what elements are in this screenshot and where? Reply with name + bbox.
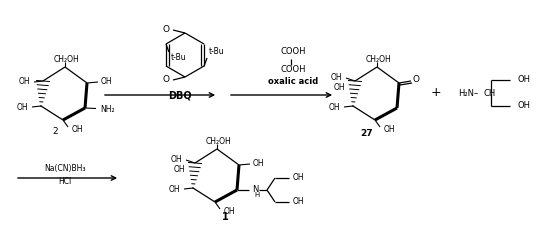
Text: O: O xyxy=(412,76,420,85)
Text: t-Bu: t-Bu xyxy=(171,54,186,63)
Text: DBQ: DBQ xyxy=(168,90,192,100)
Text: OH: OH xyxy=(18,77,30,86)
Text: OH: OH xyxy=(517,76,530,85)
Text: O: O xyxy=(162,76,169,85)
Text: OH: OH xyxy=(16,103,28,112)
Text: +: + xyxy=(431,86,441,100)
Text: N: N xyxy=(252,185,258,195)
Text: oxalic acid: oxalic acid xyxy=(268,76,318,85)
Text: OH: OH xyxy=(328,103,340,112)
Text: OH: OH xyxy=(224,207,235,216)
Text: CH₂OH: CH₂OH xyxy=(205,137,231,146)
Text: OH: OH xyxy=(293,198,305,207)
Text: OH: OH xyxy=(168,185,180,195)
Text: H: H xyxy=(254,192,259,198)
Text: OH: OH xyxy=(101,77,113,86)
Text: HCl: HCl xyxy=(58,176,72,185)
Text: COOH: COOH xyxy=(280,64,306,73)
Text: Na(CN)BH₃: Na(CN)BH₃ xyxy=(44,164,86,173)
Text: OH: OH xyxy=(253,159,265,168)
Text: CH₂OH: CH₂OH xyxy=(365,55,391,64)
Text: OH: OH xyxy=(72,125,84,134)
Text: t-Bu: t-Bu xyxy=(209,48,225,57)
Text: NH₂: NH₂ xyxy=(100,104,114,113)
Text: OH: OH xyxy=(517,101,530,110)
Text: OH: OH xyxy=(333,82,345,91)
Text: 1: 1 xyxy=(222,212,228,222)
Text: 2: 2 xyxy=(52,128,58,137)
Text: COOH: COOH xyxy=(280,48,306,57)
Text: OH: OH xyxy=(170,155,182,164)
Text: 27: 27 xyxy=(361,130,373,139)
Text: O: O xyxy=(162,25,169,34)
Text: OH: OH xyxy=(384,125,395,134)
Text: OH: OH xyxy=(173,164,185,173)
Text: OH: OH xyxy=(293,173,305,182)
Text: CH: CH xyxy=(483,88,495,97)
Text: H₂N–: H₂N– xyxy=(458,88,478,97)
Text: OH: OH xyxy=(331,73,342,82)
Text: CH₂OH: CH₂OH xyxy=(53,55,79,64)
